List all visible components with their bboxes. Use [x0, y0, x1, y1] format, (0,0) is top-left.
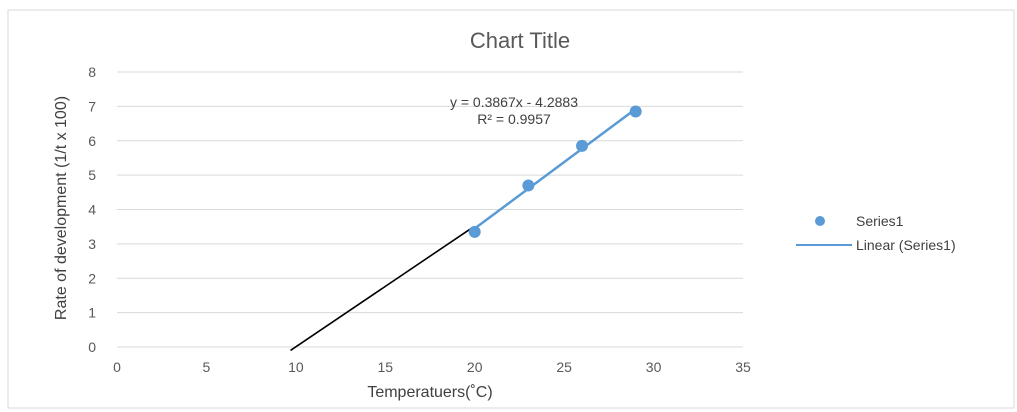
data-point — [522, 179, 535, 192]
y-tick-label: 6 — [88, 133, 96, 149]
x-axis-title: Temperatuers(˚C) — [367, 384, 492, 401]
y-tick-label: 7 — [88, 98, 96, 114]
y-tick-labels: 0 1 2 3 4 5 6 7 8 — [88, 64, 96, 355]
trendline-equation: y = 0.3867x - 4.2883 — [450, 94, 578, 110]
y-tick-label: 1 — [88, 305, 96, 321]
data-point — [576, 139, 589, 152]
chart-title: Chart Title — [470, 28, 570, 53]
y-tick-label: 4 — [88, 202, 96, 218]
data-points — [468, 105, 642, 238]
x-tick-label: 25 — [556, 359, 572, 375]
x-tick-label: 20 — [467, 359, 483, 375]
y-tick-label: 8 — [88, 64, 96, 80]
legend: Series1 Linear (Series1) — [796, 213, 956, 253]
legend-series1-marker — [815, 216, 825, 226]
y-axis-title: Rate of development (1/t x 100) — [53, 96, 70, 320]
x-tick-label: 5 — [203, 359, 211, 375]
data-point — [629, 105, 642, 118]
trendline-r-squared: R² = 0.9957 — [477, 111, 551, 127]
trendline — [473, 107, 637, 230]
gridlines — [117, 71, 743, 348]
x-tick-label: 35 — [735, 359, 751, 375]
y-tick-label: 5 — [88, 167, 96, 183]
legend-linear-label: Linear (Series1) — [856, 237, 956, 253]
x-tick-labels: 0 5 10 15 20 25 30 35 — [113, 359, 751, 375]
plot-lines — [290, 107, 637, 352]
x-tick-label: 30 — [646, 359, 662, 375]
x-tick-label: 15 — [377, 359, 393, 375]
legend-series1-label: Series1 — [856, 213, 904, 229]
data-point — [468, 225, 481, 238]
x-tick-label: 0 — [113, 359, 121, 375]
y-tick-label: 2 — [88, 270, 96, 286]
extrapolation-line — [290, 227, 472, 352]
x-tick-label: 10 — [288, 359, 304, 375]
y-tick-label: 3 — [88, 236, 96, 252]
y-tick-label: 0 — [88, 339, 96, 355]
